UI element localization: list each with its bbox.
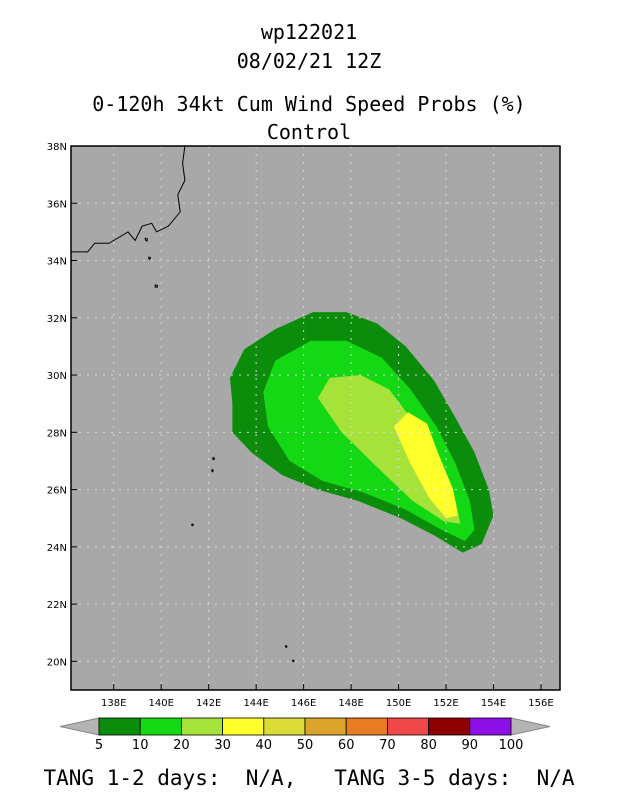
land-oshima bbox=[144, 237, 148, 242]
colorbar-label: 70 bbox=[379, 738, 396, 753]
color-legend: 5 10 20 30 40 50 60 70 80 90 100 bbox=[59, 717, 551, 753]
contour-30-percent bbox=[393, 412, 458, 519]
y-tick-label: 20N bbox=[47, 657, 67, 668]
axis-ticks: 138E 140E 142E 144E 146E 148E 150E 152E 154E 156E… bbox=[47, 142, 554, 709]
colorbar-label: 50 bbox=[297, 738, 314, 753]
land-farallon_dot1 bbox=[284, 644, 288, 648]
y-tick-label: 32N bbox=[47, 314, 67, 325]
land-hachijojima bbox=[154, 284, 159, 288]
x-tick-label: 154E bbox=[481, 698, 506, 709]
colorbar-label: 20 bbox=[173, 738, 190, 753]
land-farallon_dot2 bbox=[291, 659, 295, 663]
land-chichijima bbox=[212, 456, 216, 461]
x-tick-label: 146E bbox=[291, 698, 316, 709]
x-tick-label: 138E bbox=[101, 698, 126, 709]
colorbar-label: 90 bbox=[462, 738, 479, 753]
coastline-layer bbox=[71, 146, 295, 663]
chart-subtitle: Control bbox=[266, 120, 352, 144]
colorbar-swatch bbox=[345, 717, 388, 736]
colorbar-swatch bbox=[222, 717, 265, 736]
colorbar-label: 10 bbox=[132, 738, 149, 753]
y-tick-label: 22N bbox=[47, 600, 67, 611]
colorbar-label: 30 bbox=[214, 738, 231, 753]
colorbar-swatch bbox=[304, 717, 347, 736]
colorbar-label: 40 bbox=[256, 738, 273, 753]
storm-id-title: wp122021 bbox=[260, 20, 358, 44]
land-miyakejima bbox=[148, 256, 152, 261]
colorbar-label: 80 bbox=[420, 738, 437, 753]
colorbar-swatch bbox=[428, 717, 471, 736]
x-tick-label: 140E bbox=[149, 698, 174, 709]
y-tick-label: 28N bbox=[47, 428, 67, 439]
x-tick-label: 142E bbox=[196, 698, 221, 709]
probability-contours bbox=[230, 312, 494, 553]
y-tick-label: 38N bbox=[47, 142, 67, 153]
x-tick-label: 156E bbox=[528, 698, 553, 709]
colorbar-swatch bbox=[469, 717, 512, 736]
x-tick-label: 148E bbox=[338, 698, 363, 709]
colorbar-left-arrow bbox=[59, 717, 100, 736]
colorbar-label: 60 bbox=[338, 738, 355, 753]
lat-lon-grid bbox=[71, 146, 560, 690]
map-frame bbox=[70, 145, 561, 691]
y-tick-label: 30N bbox=[47, 371, 67, 382]
land-minamitorishima_dot bbox=[190, 523, 194, 527]
y-tick-label: 34N bbox=[47, 257, 67, 268]
colorbar-swatch bbox=[98, 717, 141, 736]
x-tick-label: 150E bbox=[386, 698, 411, 709]
x-tick-label: 144E bbox=[243, 698, 268, 709]
tang-footer: TANG 1-2 days: N/A, TANG 3-5 days: N/A bbox=[43, 766, 575, 790]
chart-title: 0-120h 34kt Cum Wind Speed Probs (%) bbox=[92, 92, 526, 116]
y-tick-label: 26N bbox=[47, 486, 67, 497]
land-hahajima bbox=[211, 468, 214, 473]
colorbar-swatch bbox=[180, 717, 223, 736]
colorbar-right-arrow bbox=[510, 717, 551, 736]
y-tick-label: 24N bbox=[47, 543, 67, 554]
y-tick-label: 36N bbox=[47, 199, 67, 210]
datetime-title: 08/02/21 12Z bbox=[236, 49, 382, 73]
x-tick-label: 152E bbox=[433, 698, 458, 709]
colorbar-swatch bbox=[263, 717, 306, 736]
colorbar-label: 5 bbox=[95, 738, 103, 753]
colorbar-swatch bbox=[386, 717, 429, 736]
land-honshu bbox=[71, 146, 186, 253]
colorbar-swatch bbox=[139, 717, 182, 736]
colorbar-label: 100 bbox=[499, 738, 524, 753]
